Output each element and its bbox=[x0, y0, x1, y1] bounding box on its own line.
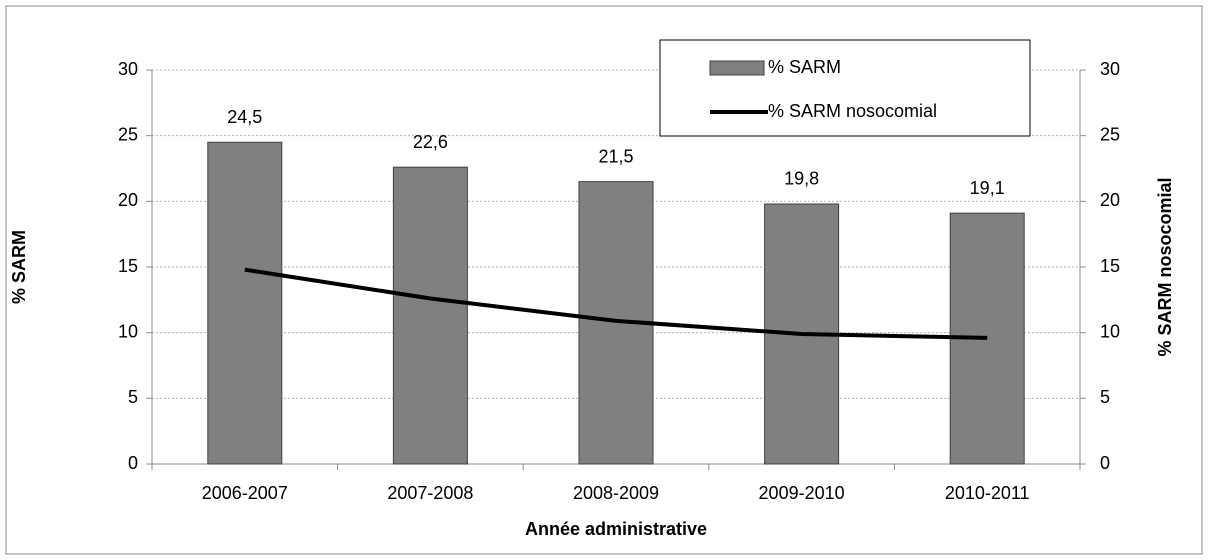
legend-box bbox=[659, 39, 1031, 137]
x-tick-label: 2008-2009 bbox=[573, 483, 659, 503]
data-label: 19,8 bbox=[784, 169, 819, 189]
x-axis-title: Année administrative bbox=[525, 519, 707, 539]
data-label: 24,5 bbox=[227, 107, 262, 127]
line bbox=[244, 267, 988, 340]
y2-tick-label: 30 bbox=[1100, 59, 1120, 79]
y-tick-label: 0 bbox=[128, 453, 138, 473]
x-tick-label: 2009-2010 bbox=[759, 483, 845, 503]
y2-tick-label: 0 bbox=[1100, 453, 1110, 473]
y2-tick-label: 15 bbox=[1100, 256, 1120, 276]
y-tick-label: 10 bbox=[118, 321, 138, 341]
y-axis-title: % SARM bbox=[9, 230, 29, 304]
y-tick-label: 25 bbox=[118, 124, 138, 144]
data-label: 21,5 bbox=[598, 146, 633, 166]
data-label: 22,6 bbox=[413, 132, 448, 152]
x-tick-label: 2006-2007 bbox=[202, 483, 288, 503]
y-tick-label: 20 bbox=[118, 190, 138, 210]
y2-tick-label: 5 bbox=[1100, 387, 1110, 407]
x-tick-label: 2007-2008 bbox=[387, 483, 473, 503]
y2-tick-label: 20 bbox=[1100, 190, 1120, 210]
legend-label: % SARM nosocomial bbox=[768, 101, 937, 121]
y2-axis-title: % SARM nosocomial bbox=[1155, 177, 1175, 356]
y-tick-label: 15 bbox=[118, 256, 138, 276]
y-tick-label: 30 bbox=[118, 59, 138, 79]
bar bbox=[392, 166, 468, 465]
y-tick-label: 5 bbox=[128, 387, 138, 407]
legend-swatch bbox=[709, 60, 765, 76]
legend-label: % SARM bbox=[768, 57, 841, 77]
y2-tick-label: 10 bbox=[1100, 321, 1120, 341]
x-tick-label: 2010-2011 bbox=[945, 483, 1030, 503]
y2-tick-label: 25 bbox=[1100, 124, 1120, 144]
bar bbox=[207, 141, 283, 465]
data-label: 19,1 bbox=[970, 178, 1005, 198]
